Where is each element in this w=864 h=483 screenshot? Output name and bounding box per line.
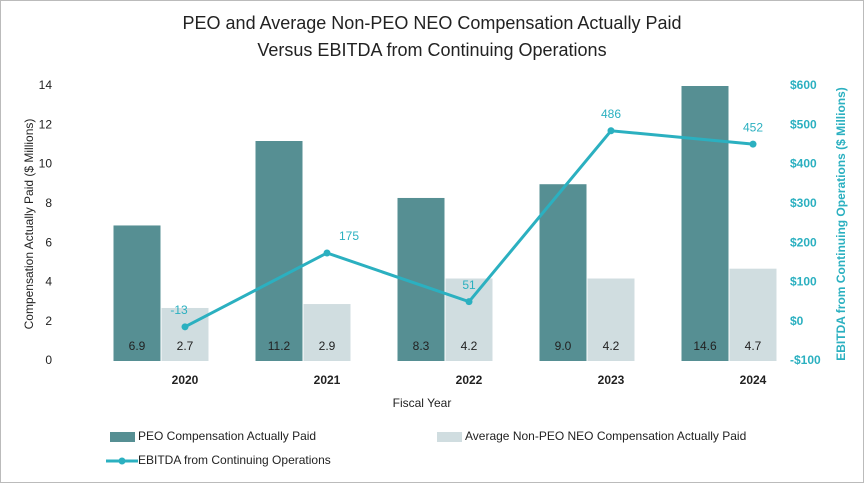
bar-value-label: 6.9 xyxy=(129,339,146,353)
legend-swatch xyxy=(118,457,126,465)
bar xyxy=(445,278,493,361)
bar-value-label: 14.6 xyxy=(693,339,717,353)
legend-label: PEO Compensation Actually Paid xyxy=(138,429,316,443)
bar-value-label: 2.7 xyxy=(177,339,194,353)
x-tick-label: 2022 xyxy=(456,373,483,387)
legend-label: Average Non-PEO NEO Compensation Actuall… xyxy=(465,429,746,443)
y2-tick-label: $0 xyxy=(790,314,804,328)
chart-title: Versus EBITDA from Continuing Operations xyxy=(257,40,606,60)
line-point xyxy=(181,323,189,331)
y2-tick-label: $400 xyxy=(790,157,817,171)
line-value-label: 175 xyxy=(339,229,359,243)
y-tick-label: 6 xyxy=(45,235,52,249)
y-tick-label: 10 xyxy=(39,157,53,171)
y2-tick-label: $100 xyxy=(790,275,817,289)
line-point xyxy=(323,249,331,257)
x-tick-label: 2024 xyxy=(740,373,767,387)
line-point xyxy=(749,140,757,148)
y-tick-label: 8 xyxy=(45,196,52,210)
bar xyxy=(729,268,777,361)
line-value-label: 51 xyxy=(462,278,476,292)
bar xyxy=(681,86,729,361)
line-value-label: -13 xyxy=(170,303,188,317)
bar xyxy=(113,225,161,361)
y2-tick-label: $600 xyxy=(790,78,817,92)
y-tick-label: 14 xyxy=(39,78,53,92)
y2-tick-label: $300 xyxy=(790,196,817,210)
x-tick-label: 2020 xyxy=(172,373,199,387)
bar-value-label: 8.3 xyxy=(413,339,430,353)
bar xyxy=(303,304,351,361)
y2-tick-label: $200 xyxy=(790,235,817,249)
y-tick-label: 2 xyxy=(45,314,52,328)
bar-value-label: 11.2 xyxy=(268,339,291,353)
bar xyxy=(539,184,587,361)
bar-value-label: 4.7 xyxy=(745,339,762,353)
bar-value-label: 2.9 xyxy=(319,339,336,353)
y-axis-title: Compensation Actually Paid ($ Millions) xyxy=(22,119,36,330)
line-value-label: 486 xyxy=(601,107,621,121)
bar xyxy=(161,307,209,361)
bar-value-label: 4.2 xyxy=(461,339,478,353)
line-point xyxy=(607,127,615,135)
chart-title: PEO and Average Non-PEO NEO Compensation… xyxy=(183,13,682,33)
bar xyxy=(587,278,635,361)
x-tick-label: 2023 xyxy=(598,373,625,387)
y-tick-label: 0 xyxy=(45,353,52,367)
y-tick-label: 12 xyxy=(39,117,53,131)
y2-tick-label: $500 xyxy=(790,117,817,131)
line-value-label: 452 xyxy=(743,120,763,134)
bars xyxy=(113,86,777,361)
x-tick-label: 2021 xyxy=(314,373,341,387)
x-axis-title: Fiscal Year xyxy=(393,396,452,410)
legend-swatch xyxy=(437,432,462,442)
bar-value-label: 4.2 xyxy=(603,339,620,353)
y2-tick-label: -$100 xyxy=(790,353,821,367)
legend-label: EBITDA from Continuing Operations xyxy=(138,453,331,467)
bar-value-label: 9.0 xyxy=(555,339,572,353)
y2-axis-title: EBITDA from Continuing Operations ($ Mil… xyxy=(834,87,848,361)
line-point xyxy=(465,298,473,306)
bar xyxy=(255,141,303,361)
legend-swatch xyxy=(110,432,135,442)
y-tick-label: 4 xyxy=(45,275,52,289)
